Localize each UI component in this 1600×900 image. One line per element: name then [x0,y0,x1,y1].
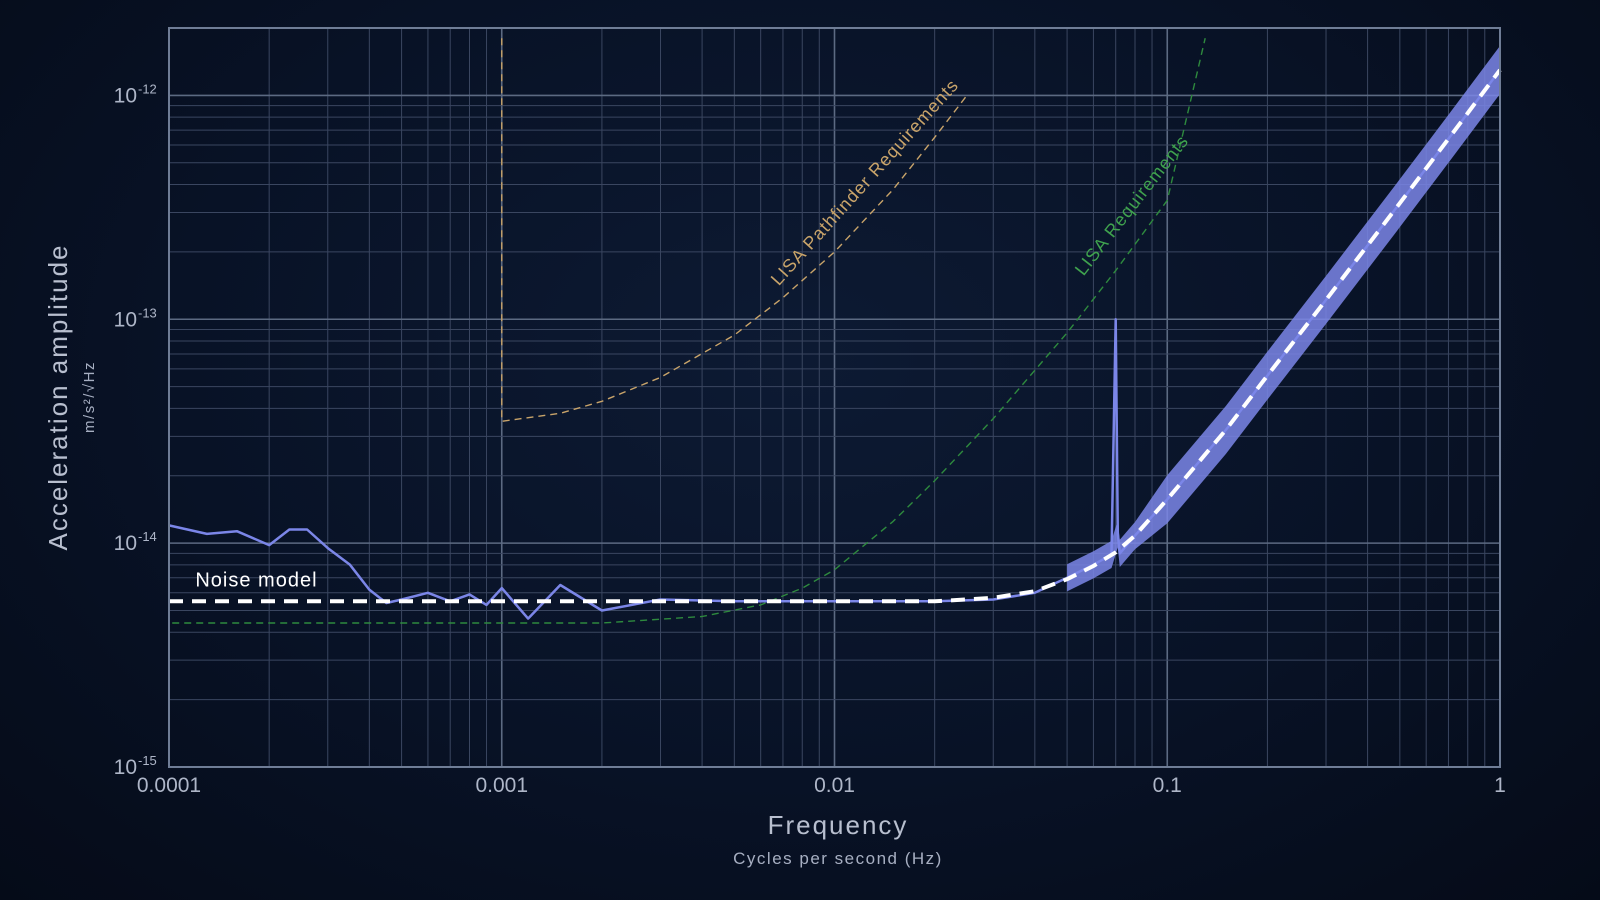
annotation-lisa-requirements: LISA Requirements [1071,131,1193,279]
y-tick-mantissa: 10 [114,84,137,107]
x-tick-label: 1 [1494,774,1506,797]
x-axis-subtitle: Cycles per second (Hz) [733,849,943,868]
series-noise-model [169,68,1502,604]
y-tick-exponent: -15 [138,753,157,768]
y-axis-subtitle: m/s²/√Hz [81,361,98,433]
y-tick-exponent: -13 [138,305,157,320]
y-tick-mantissa: 10 [114,308,137,331]
series-lisa-pathfinder-requirements [501,38,968,422]
x-tick-label: 0.001 [475,774,528,797]
plot-frame [168,27,1501,768]
y-tick-exponent: -12 [138,81,157,96]
x-tick-label: 0.1 [1153,774,1182,797]
annotation-lisa-pathfinder-requirements: LISA Pathfinder Requirements [767,75,963,289]
series-layer [168,38,1502,624]
x-tick-label: 0.0001 [137,774,201,797]
y-tick-mantissa: 10 [114,756,137,779]
y-tick-exponent: -14 [138,529,157,544]
y-tick-mantissa: 10 [114,532,137,555]
annotations: LISA Pathfinder Requirements LISA Require… [195,75,1192,591]
y-axis-title: Acceleration amplitude [43,243,73,550]
x-axis-title: Frequency [768,810,909,840]
grid [168,27,1500,768]
series-lisa-requirements [168,38,1206,624]
x-tick-label: 0.01 [814,774,855,797]
annotation-noise-model: Noise model [195,570,317,592]
